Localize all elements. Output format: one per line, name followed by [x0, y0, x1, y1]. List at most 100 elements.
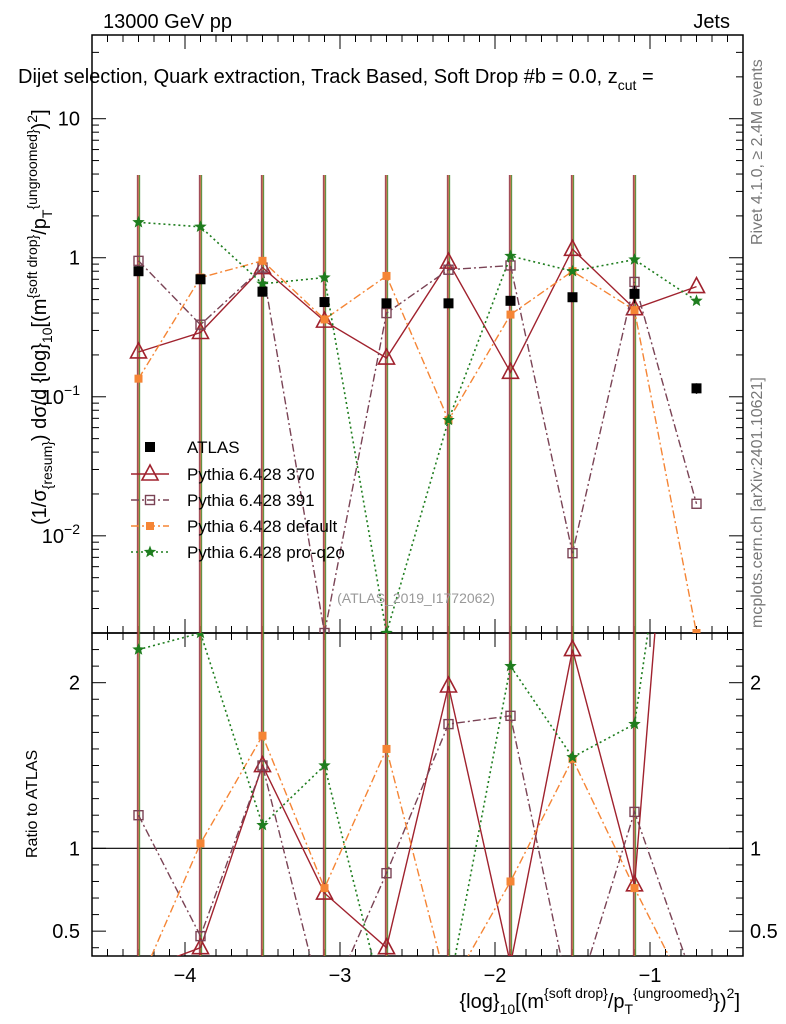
data-point-pdef	[692, 629, 701, 633]
jets-label: Jets	[693, 11, 730, 33]
ratio-point-pq2o	[196, 633, 205, 639]
atlas-data-point	[691, 383, 702, 394]
data-point-pdef	[134, 374, 143, 383]
data-point-pdef	[630, 306, 639, 315]
x-tick-label: −4	[174, 965, 197, 987]
legend-label: Pythia 6.428 370	[187, 465, 315, 484]
legend-marker-p370	[140, 463, 160, 481]
atlas-data-point	[443, 298, 454, 309]
ratio-point-pq2o	[380, 1007, 392, 1019]
ratio-line-p391	[137, 715, 686, 956]
atlas-data-point	[505, 295, 516, 306]
ratio-point-pq2o	[318, 759, 331, 771]
data-point-p391	[381, 307, 392, 319]
data-point-p391	[443, 264, 454, 275]
data-point-p370	[129, 341, 148, 359]
data-point-pq2o	[566, 264, 579, 277]
ratio-point-p370	[563, 638, 582, 657]
ratio-point-pq2o	[504, 659, 517, 672]
atlas-data-point	[195, 274, 206, 285]
data-point-p391	[505, 260, 516, 271]
axes: −4 −3 −2 −1 10−2 10−1 1 10 0.5 0.5 1 1 2 2	[42, 34, 778, 987]
atlas-data-point	[257, 286, 268, 297]
ratio-point-pdef	[258, 731, 267, 740]
ratio-point-p370	[439, 675, 458, 693]
atlas-data-point	[133, 266, 144, 277]
data-point-pq2o	[318, 271, 331, 283]
data-point-p391	[567, 547, 578, 559]
ratio-point-p391	[195, 930, 206, 942]
plot-title: Dijet selection, Quark extraction, Track…	[18, 66, 654, 93]
y-tick-label-ratio: 2	[69, 673, 80, 695]
data-point-p370	[501, 361, 520, 380]
y-tick-label-ratio-right: 0.5	[750, 921, 778, 943]
atlas-data-point	[319, 297, 330, 308]
ratio-point-p391	[133, 810, 144, 821]
data-point-pq2o	[442, 413, 455, 426]
ratio-point-p391	[257, 760, 268, 771]
ratio-series	[132, 111, 705, 1019]
ratio-point-p370	[191, 937, 210, 955]
ratio-point-pdef	[630, 884, 639, 893]
ratio-line-pq2o	[138, 633, 649, 956]
legend: ATLAS Pythia 6.428 370 Pythia 6.428 391 Pyt…	[131, 438, 345, 562]
data-point-p370	[563, 238, 582, 257]
legend-label: ATLAS	[187, 438, 240, 457]
ratio-point-pq2o	[442, 984, 454, 996]
data-point-pq2o	[690, 294, 703, 307]
y-tick-label-main: 10−1	[42, 382, 80, 409]
data-point-pq2o	[132, 215, 145, 228]
ratio-frame	[91, 632, 744, 957]
data-point-p370	[687, 275, 706, 294]
atlas-data-point	[567, 292, 578, 303]
ratio-point-p370	[689, 111, 705, 126]
y-axis-label-main: (1/σ{resum}) dσ/d {log}10[(m{soft drop}/…	[24, 109, 55, 525]
ratio-point-pq2o	[132, 643, 145, 655]
ratio-point-p391	[443, 718, 454, 730]
series-line-pdef	[137, 260, 698, 633]
x-tick-label: −2	[484, 965, 507, 987]
data-point-p370	[439, 251, 458, 269]
ratio-point-pq2o	[628, 717, 641, 730]
ratio-point-pdef	[320, 884, 329, 893]
energy-label: 13000 GeV pp	[103, 11, 232, 33]
title-subscript: cut	[618, 77, 637, 93]
ratio-point-pdef	[445, 987, 453, 995]
atlas-data-point	[629, 288, 640, 299]
data-point-p370	[377, 347, 396, 365]
y-tick-label-ratio: 0.5	[52, 921, 80, 943]
ratio-point-p391	[568, 1007, 577, 1016]
ratio-point-pdef	[382, 744, 391, 753]
rivet-label: Rivet 4.1.0, ≥ 2.4M events	[749, 59, 766, 245]
y-tick-label-ratio-right: 1	[750, 838, 761, 860]
main-series	[129, 215, 706, 633]
data-point-p391	[133, 255, 144, 267]
x-axis-label: {log}10[(m{soft drop}/pT{ungroomed}})2]	[460, 985, 741, 1017]
ratio-point-pq2o	[256, 818, 269, 831]
data-point-pq2o	[628, 253, 641, 265]
series-line-p391	[137, 260, 698, 633]
legend-marker-p391	[144, 494, 156, 506]
data-point-p391	[319, 627, 330, 633]
ratio-point-p391	[320, 1009, 329, 1018]
data-point-p391	[691, 498, 702, 509]
ratio-line-pdef	[150, 734, 670, 956]
ratio-point-pdef	[196, 839, 205, 848]
series-line-pq2o	[138, 221, 697, 633]
y-tick-label-main: 10	[58, 109, 80, 131]
ratio-error-bars	[136, 633, 637, 956]
ratio-point-p391	[629, 806, 640, 818]
data-point-pdef	[506, 310, 515, 319]
analysis-watermark: (ATLAS_2019_I1772062)	[337, 590, 495, 606]
x-tick-label: −3	[329, 965, 352, 987]
ratio-point-p391	[381, 867, 392, 879]
data-point-pdef	[258, 256, 267, 265]
error-bars	[136, 175, 637, 633]
ratio-point-pdef	[693, 1007, 701, 1015]
legend-marker-pdef	[146, 522, 154, 530]
y-tick-label-main: 10−2	[42, 521, 80, 548]
y-tick-label-ratio: 1	[69, 838, 80, 860]
atlas-data-point	[381, 298, 392, 309]
ratio-point-pdef	[135, 982, 143, 990]
